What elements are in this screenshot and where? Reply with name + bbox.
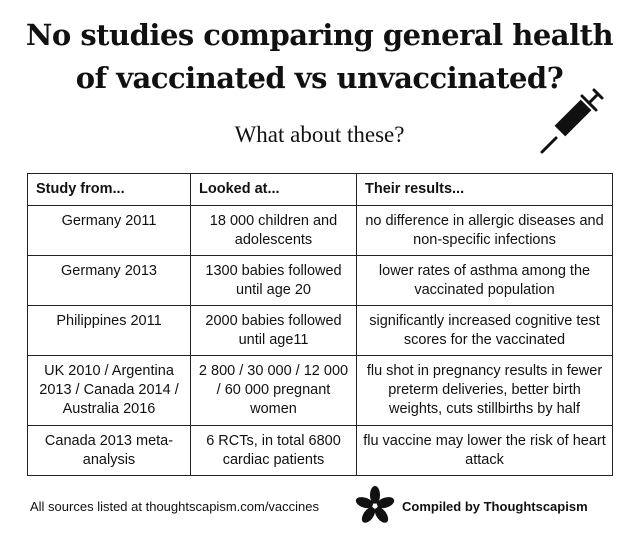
cell: flu vaccine may lower the risk of heart … [356,425,613,476]
cell: lower rates of asthma among the vaccinat… [356,255,613,306]
subtitle: What about these? [234,122,405,147]
cell: Germany 2013 [27,255,191,306]
studies-table: Study from... Looked at... Their results… [27,173,613,476]
cell: no difference in allergic diseases and n… [356,205,613,256]
cell: 2 800 / 30 000 / 12 000 / 60 000 pregnan… [190,355,357,426]
sources-note: All sources listed at thoughtscapism.com… [30,499,320,514]
credit: Compiled by Thoughtscapism [402,499,588,514]
cell: 6 RCTs, in total 6800 cardiac patients [190,425,357,476]
cell: Canada 2013 meta-analysis [27,425,191,476]
cell: Philippines 2011 [27,305,191,356]
cell: 2000 babies followed until age11 [190,305,357,356]
flower-icon [355,486,395,523]
cell: 18 000 children and adolescents [190,205,357,256]
column-header: Study from... [27,173,191,206]
column-header: Their results... [356,173,613,206]
cell: UK 2010 / Argentina 2013 / Canada 2014 /… [27,355,191,426]
cell: Germany 2011 [27,205,191,256]
cell: flu shot in pregnancy results in fewer p… [356,355,613,426]
cell: 1300 babies followed until age 20 [190,255,357,306]
column-header: Looked at... [190,173,357,206]
cell: significantly increased cognitive test s… [356,305,613,356]
title: No studies comparing general health of v… [25,18,614,95]
syringe-icon [540,88,604,154]
